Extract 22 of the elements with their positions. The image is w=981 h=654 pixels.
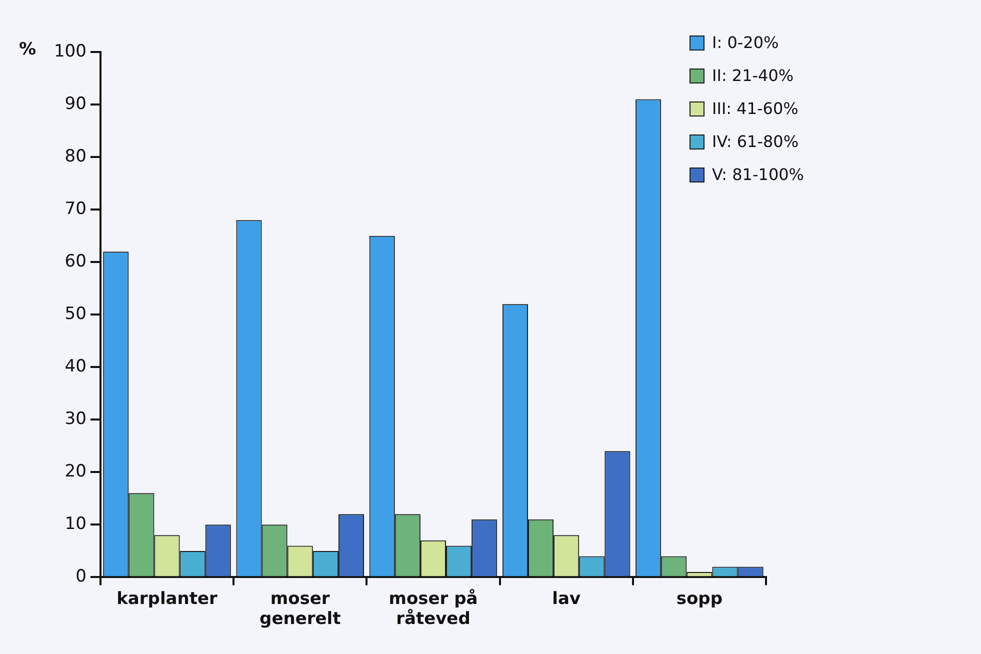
y-tick-label: 10 (64, 514, 86, 534)
y-tick-label: 80 (64, 146, 86, 166)
legend-label: II: 21-40% (712, 66, 794, 86)
x-tick-label: moser på råteved (388, 588, 478, 630)
x-tick-label: moser generelt (260, 588, 341, 630)
legend-label: I: 0-20% (712, 33, 779, 52)
x-tick-label: sopp (676, 588, 723, 609)
y-tick-label: 100 (54, 41, 86, 62)
legend-label: IV: 61-80% (712, 132, 799, 152)
y-tick-label: 20 (64, 462, 86, 482)
y-tick-label: 60 (64, 252, 86, 272)
y-tick-label: 40 (64, 356, 86, 377)
y-tick-label: 90 (64, 94, 86, 114)
legend-label: V: 81-100% (712, 165, 804, 184)
x-tick-label: karplanter (116, 588, 218, 609)
y-tick-label: 0 (76, 566, 86, 587)
y-tick-label: 70 (64, 198, 86, 219)
x-tick-label: lav (552, 588, 581, 609)
legend-label: III: 41-60% (712, 99, 798, 118)
y-axis-title: % (18, 39, 36, 60)
y-tick-label: 50 (64, 304, 86, 324)
y-tick-label: 30 (64, 409, 86, 430)
